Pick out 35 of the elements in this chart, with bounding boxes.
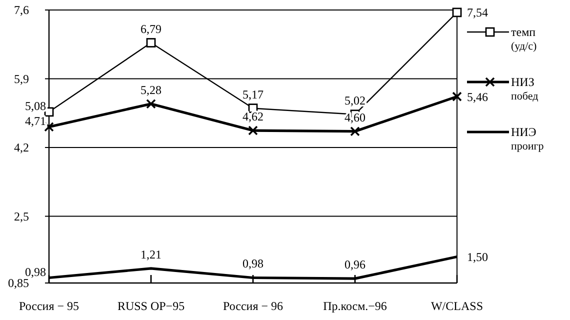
x-tick-label: Россия − 95 (18, 299, 80, 313)
legend-label: НИЗ побед (511, 75, 539, 102)
x-tick-label: Пр.косм.−96 (323, 299, 387, 313)
legend-label: НИЭ проигр (511, 125, 544, 152)
point (146, 98, 156, 109)
data-label: 6,79 (140, 22, 162, 36)
data-label: 7,54 (467, 6, 488, 20)
data-label: 0,96 (344, 258, 366, 272)
data-label: 5,28 (140, 82, 162, 97)
point (452, 92, 462, 102)
point (350, 126, 360, 136)
data-label: 0,98 (25, 264, 46, 279)
point (452, 8, 462, 18)
data-label: 4,60 (344, 110, 366, 124)
y-tick-label: 0,85 (8, 276, 29, 290)
point (44, 122, 54, 132)
point (146, 38, 156, 48)
data-label: 4,62 (242, 110, 264, 124)
x-tick-label: Россия − 96 (222, 299, 284, 313)
data-label: 0,98 (242, 256, 264, 271)
data-label: 1,21 (140, 247, 162, 262)
x-tick-label: W/CLASS (430, 299, 484, 313)
data-label: 5,46 (467, 90, 488, 104)
data-label: 1,50 (467, 250, 488, 264)
point (248, 126, 258, 136)
data-label: 5,17 (242, 87, 264, 102)
y-tick-label: 5,9 (14, 72, 29, 86)
x-tick-label: RUSS OP−95 (117, 299, 185, 313)
y-tick-label: 2,5 (14, 209, 29, 224)
y-tick-label: 7,6 (14, 3, 29, 18)
legend-label: темп (уд/с) (511, 25, 538, 52)
y-tick-label: 4,2 (14, 140, 29, 155)
data-label: 5,08 (25, 99, 46, 114)
data-label: 4,71 (25, 114, 46, 128)
data-label: 5,02 (344, 93, 366, 108)
